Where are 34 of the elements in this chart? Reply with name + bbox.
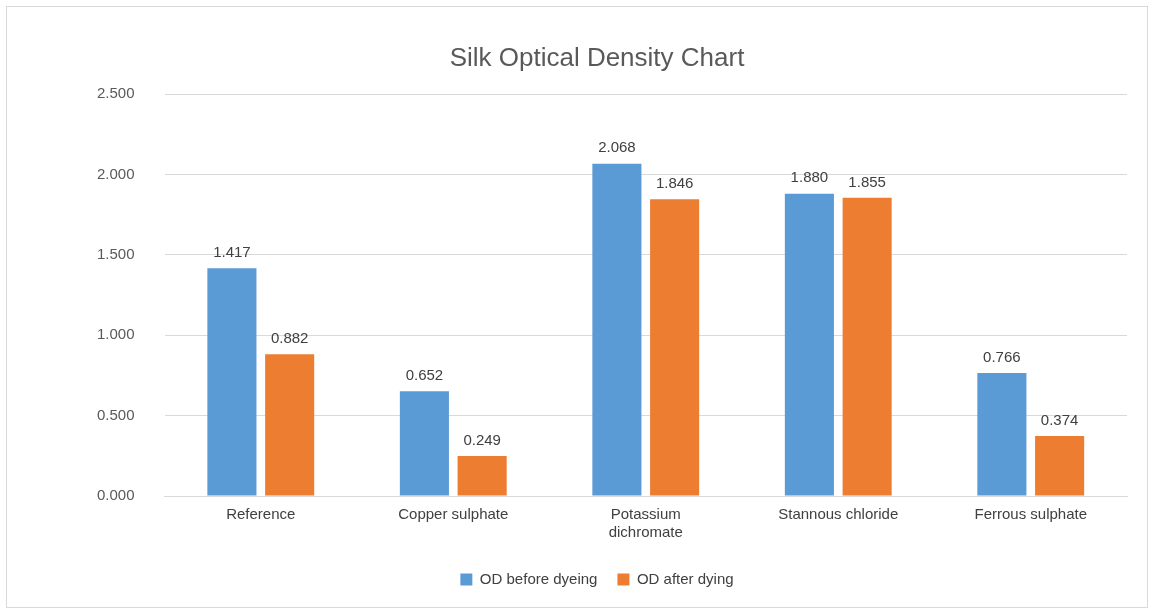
y-tick-label: 0.500	[96, 405, 135, 423]
legend-label: OD after dying	[636, 569, 734, 587]
x-tick-label: Potassium dichromate	[608, 505, 683, 541]
bar	[207, 268, 257, 496]
data-label: 0.766	[983, 347, 1021, 365]
bar	[592, 163, 642, 496]
data-label: 2.068	[598, 138, 636, 156]
x-tick-label: Reference	[226, 505, 296, 523]
bar	[977, 372, 1027, 496]
bar	[1035, 435, 1085, 496]
data-label: 0.882	[270, 328, 309, 346]
bar	[457, 455, 507, 496]
x-tick-label: Copper sulphate	[398, 505, 509, 523]
data-label: 0.374	[1040, 410, 1079, 428]
data-label: 1.417	[213, 242, 251, 260]
data-label: 1.846	[655, 173, 694, 191]
chart-title: Silk Optical Density Chart	[449, 41, 746, 72]
y-tick-label: 1.500	[96, 245, 135, 263]
y-tick-label: 0.000	[96, 486, 135, 504]
y-tick-label: 2.500	[96, 84, 135, 102]
x-tick-label: Stannous chloride	[778, 505, 899, 523]
bar	[650, 199, 700, 496]
legend-label: OD before dyeing	[479, 569, 598, 587]
bar	[842, 197, 892, 496]
data-label: 0.652	[405, 365, 444, 383]
data-label: 1.880	[790, 168, 829, 186]
y-tick-label: 1.000	[96, 325, 135, 343]
bar	[784, 193, 834, 496]
bar	[399, 391, 449, 496]
data-label: 1.855	[848, 172, 886, 190]
x-tick-label: Ferrous sulphate	[974, 505, 1088, 523]
bar	[265, 354, 315, 496]
y-tick-label: 2.000	[96, 164, 135, 182]
data-label: 0.249	[463, 430, 501, 448]
